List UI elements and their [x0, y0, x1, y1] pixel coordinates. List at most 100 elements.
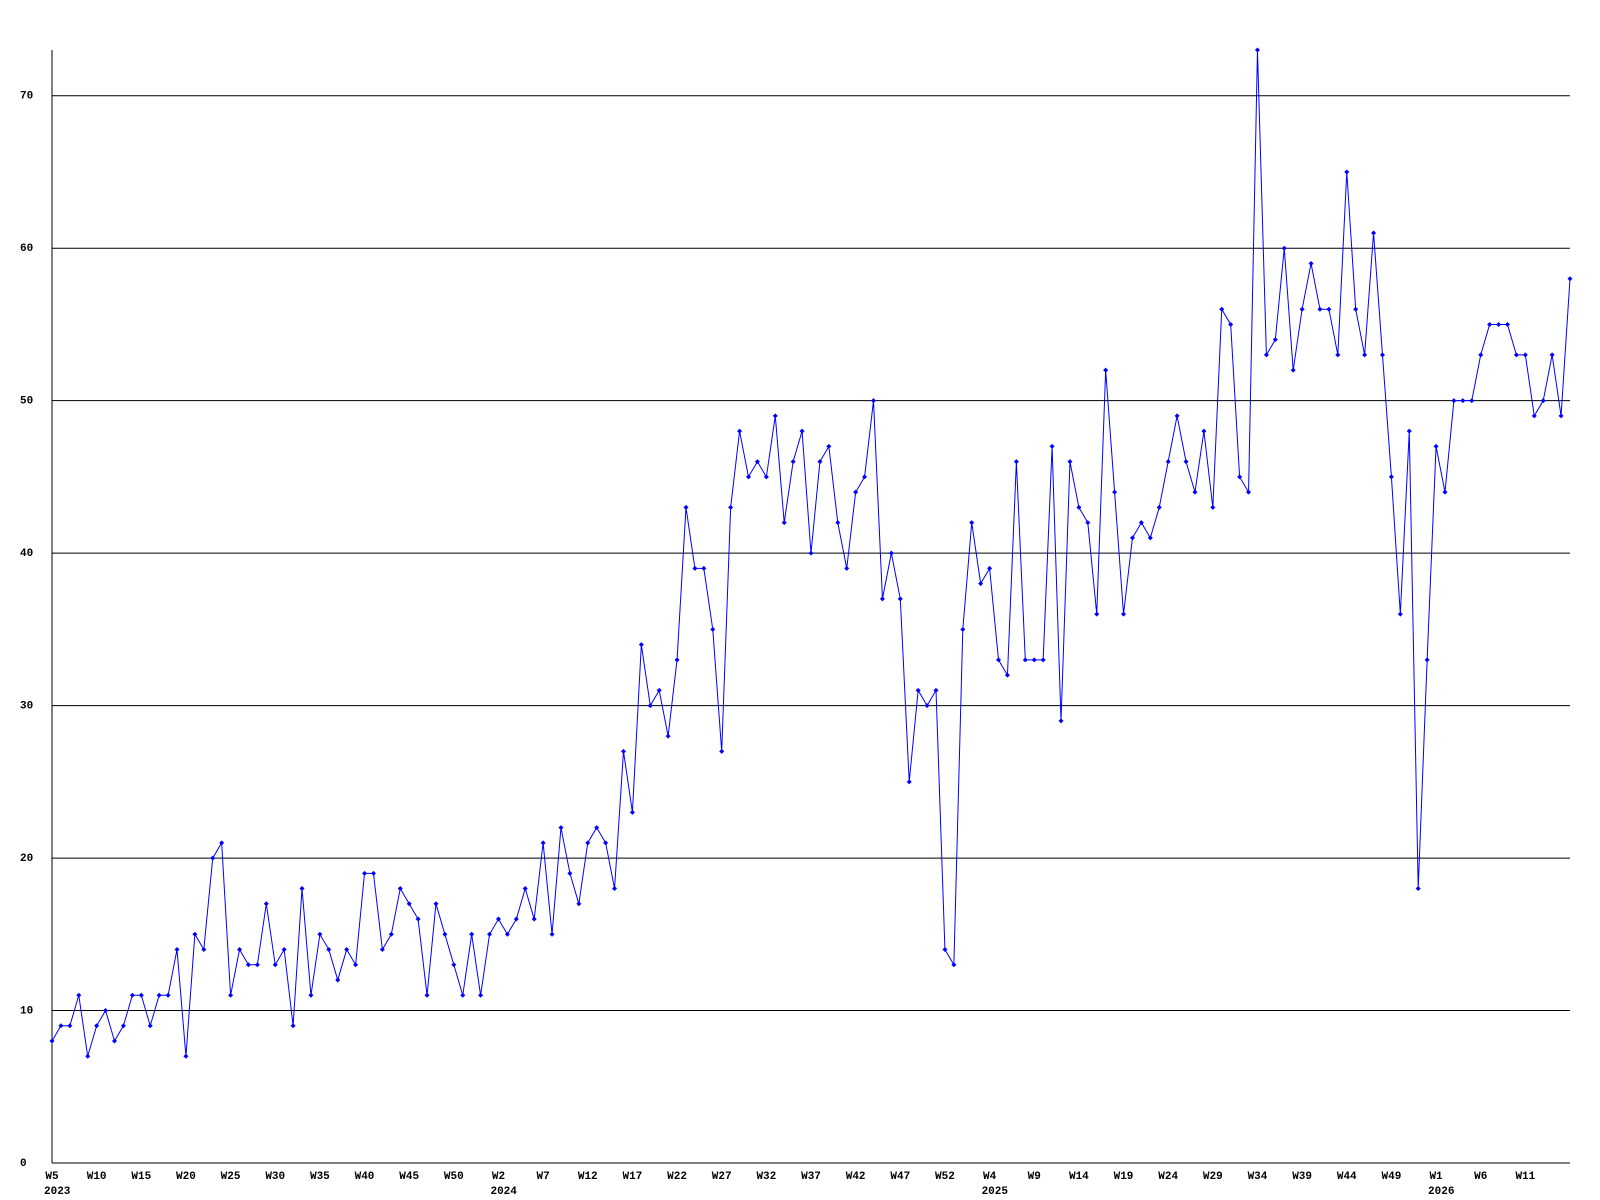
data-point: [76, 992, 82, 998]
data-point: [290, 1023, 296, 1029]
data-point: [1219, 306, 1225, 312]
data-point: [1210, 504, 1216, 510]
data-point: [272, 962, 278, 968]
data-point: [1058, 718, 1064, 724]
data-point: [388, 931, 394, 937]
data-point: [1504, 321, 1510, 327]
data-point: [1522, 352, 1528, 358]
data-point: [299, 886, 305, 892]
data-point: [112, 1038, 118, 1044]
data-point: [987, 565, 993, 571]
data-point: [1138, 520, 1144, 526]
data-point: [1415, 886, 1421, 892]
x-tick-label: W35: [310, 1171, 330, 1183]
x-tick-label: W7: [537, 1171, 550, 1183]
data-point: [1272, 337, 1278, 343]
data-point: [504, 931, 510, 937]
y-tick-label: 30: [20, 701, 33, 713]
data-point: [1281, 245, 1287, 251]
data-point: [487, 931, 493, 937]
data-point: [353, 962, 359, 968]
data-point: [719, 748, 725, 754]
data-point: [201, 947, 207, 953]
x-tick-label: W44: [1337, 1171, 1357, 1183]
data-point: [245, 962, 251, 968]
year-label: 2024: [490, 1186, 517, 1198]
data-point: [1192, 489, 1198, 495]
data-point: [978, 581, 984, 587]
data-point: [379, 947, 385, 953]
data-point: [85, 1053, 91, 1059]
data-point: [665, 733, 671, 739]
x-tick-label: W2: [492, 1171, 505, 1183]
x-tick-label: W6: [1474, 1171, 1487, 1183]
data-point: [1362, 352, 1368, 358]
data-point: [1094, 611, 1100, 617]
data-point: [728, 504, 734, 510]
data-point: [138, 992, 144, 998]
data-point: [933, 687, 939, 693]
data-point: [1424, 657, 1430, 663]
data-point: [1388, 474, 1394, 480]
data-point: [1487, 321, 1493, 327]
data-point: [1549, 352, 1555, 358]
x-tick-label: W42: [846, 1171, 866, 1183]
x-tick-label: W49: [1382, 1171, 1402, 1183]
data-point: [915, 687, 921, 693]
data-point: [1290, 367, 1296, 373]
data-point: [897, 596, 903, 602]
data-point: [835, 520, 841, 526]
data-point: [1085, 520, 1091, 526]
x-tick-label: W32: [756, 1171, 776, 1183]
x-tick-label: W52: [935, 1171, 955, 1183]
x-tick-label: W25: [221, 1171, 241, 1183]
data-point: [1201, 428, 1207, 434]
data-point: [1308, 260, 1314, 266]
x-tick-label: W4: [983, 1171, 997, 1183]
x-tick-label: W22: [667, 1171, 687, 1183]
data-point: [1567, 276, 1573, 282]
data-point: [540, 840, 546, 846]
data-point: [879, 596, 885, 602]
data-point: [781, 520, 787, 526]
data-point: [129, 992, 135, 998]
x-tick-label: W37: [801, 1171, 821, 1183]
data-point: [710, 626, 716, 632]
data-point: [1022, 657, 1028, 663]
data-point: [603, 840, 609, 846]
x-tick-label: W5: [45, 1171, 59, 1183]
data-point: [1478, 352, 1484, 358]
data-point: [58, 1023, 64, 1029]
data-point: [1121, 611, 1127, 617]
x-tick-label: W11: [1515, 1171, 1535, 1183]
data-point: [1469, 398, 1475, 404]
data-point: [228, 992, 234, 998]
y-tick-label: 20: [20, 853, 33, 865]
data-point: [960, 626, 966, 632]
data-point: [549, 931, 555, 937]
data-point: [1013, 459, 1019, 465]
x-tick-label: W1: [1429, 1171, 1443, 1183]
data-point: [558, 825, 564, 831]
data-point: [924, 703, 930, 709]
data-point: [415, 916, 421, 922]
year-label: 2026: [1428, 1186, 1454, 1198]
data-point: [442, 931, 448, 937]
data-point: [1451, 398, 1457, 404]
data-point: [1353, 306, 1359, 312]
data-point: [433, 901, 439, 907]
data-point: [1156, 504, 1162, 510]
data-point: [1460, 398, 1466, 404]
x-tick-label: W9: [1028, 1171, 1041, 1183]
data-point: [1558, 413, 1564, 419]
data-point: [1335, 352, 1341, 358]
data-point: [1531, 413, 1537, 419]
data-point: [1496, 321, 1502, 327]
data-point: [495, 916, 501, 922]
data-point: [692, 565, 698, 571]
data-point: [996, 657, 1002, 663]
x-tick-label: W14: [1069, 1171, 1089, 1183]
data-point: [1254, 47, 1260, 53]
data-point: [585, 840, 591, 846]
data-point: [281, 947, 287, 953]
